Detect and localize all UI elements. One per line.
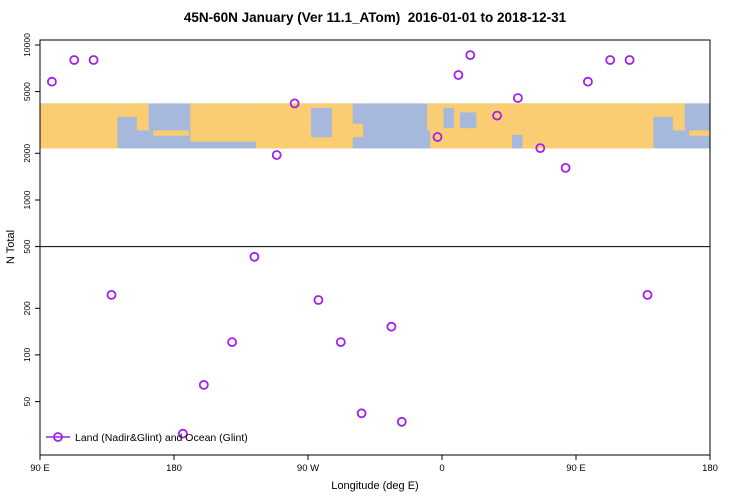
y-axis-ticks: 50 100 200 500 1000 2000 5000 10000 [22,33,40,406]
data-point [513,93,523,103]
map-sea-notch [311,107,332,138]
x-axis-title: Longitude (deg E) [331,480,418,492]
data-point [271,150,282,160]
data-point [605,55,616,65]
data-point [642,289,653,300]
chart-title: 45N-60N January (Ver 11.1_ATom) 2016-01-… [184,10,567,25]
data-point [335,337,346,348]
map-land-segment [153,130,189,136]
data-point [492,110,503,121]
data-point [227,337,238,348]
map-land-segment [352,123,364,138]
x-tick-label: 90 E [566,463,586,474]
data-point [386,321,397,332]
data-point [69,55,80,65]
y-axis-title: N Total [5,230,17,264]
map-land-segment [430,103,576,149]
data-point [432,132,443,142]
plot-frame [39,39,711,456]
x-tick-label: 90 W [297,463,319,474]
map-land-segment [653,103,676,117]
map-land-segment [672,103,685,131]
map-sea-notch [512,134,523,149]
map-band [40,103,710,149]
map-land-segment [427,103,431,131]
data-point [396,416,407,427]
map-land-segment [40,103,118,149]
data-point [198,379,209,390]
data-point [313,295,324,305]
map-land-segment [190,103,256,142]
data-point [453,70,464,80]
x-tick-label: 0 [439,463,444,474]
map-sea-notch [443,107,454,129]
data-point [88,55,99,65]
data-point [289,98,300,109]
data-point [356,408,367,419]
y-tick-label: 100 [22,348,32,362]
x-axis-ticks: 90 E 180 90 W 0 90 E 180 [30,455,718,474]
data-point [249,251,260,262]
data-point [624,55,635,65]
map-land-segment [689,130,710,136]
y-tick-label: 2000 [22,144,32,163]
data-point [535,143,546,154]
data-point [177,428,188,439]
data-points [47,50,653,439]
legend-marker-circle [53,432,63,442]
x-tick-label: 180 [166,463,182,474]
map-land-segment [576,103,654,149]
legend-label: Land (Nadir&Glint) and Ocean (Glint) [75,432,248,444]
map-land-segment [117,103,140,117]
x-tick-label: 180 [702,463,718,474]
legend: Land (Nadir&Glint) and Ocean (Glint) [46,432,248,444]
x-tick-label: 90 E [30,463,50,474]
map-land-segment [136,103,149,131]
y-tick-label: 1000 [22,190,32,209]
y-tick-label: 500 [22,239,32,253]
data-point [560,162,571,173]
map-land-segment [255,103,353,149]
data-point [47,76,57,87]
data-point [465,50,476,60]
map-sea-notch [459,112,477,129]
y-tick-label: 10000 [22,33,32,57]
y-tick-label: 200 [22,301,32,315]
y-tick-label: 5000 [22,82,32,101]
y-tick-label: 50 [22,397,32,407]
data-point [106,289,117,300]
data-point [583,76,593,87]
